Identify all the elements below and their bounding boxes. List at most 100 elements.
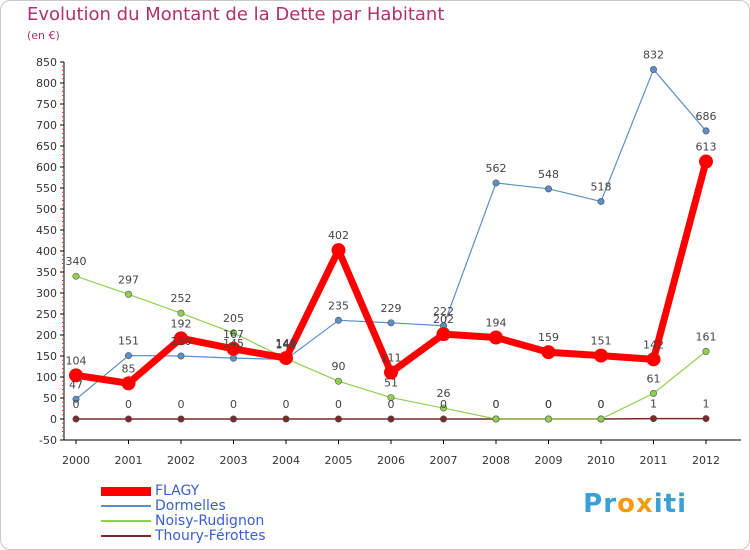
data-label: 562 — [486, 162, 507, 175]
data-point — [544, 415, 552, 423]
y-tick-label: 650 — [36, 140, 57, 153]
data-label: 222 — [433, 305, 454, 318]
y-tick-label: 350 — [36, 266, 57, 279]
data-label: 205 — [223, 312, 244, 325]
x-tick-label: 2003 — [220, 454, 248, 467]
data-point — [230, 415, 238, 423]
data-label: 0 — [493, 398, 500, 411]
data-point — [439, 404, 447, 412]
x-tick-label: 2000 — [62, 454, 90, 467]
data-point — [387, 319, 395, 327]
legend-swatch — [101, 487, 151, 496]
data-point — [594, 348, 608, 363]
y-tick-label: 300 — [36, 287, 57, 300]
data-label: 192 — [171, 317, 192, 330]
data-label: 340 — [66, 255, 87, 268]
data-label: 0 — [125, 398, 132, 411]
data-point — [282, 415, 290, 423]
data-label: 0 — [73, 398, 80, 411]
x-tick-label: 2004 — [272, 454, 300, 467]
y-tick-label: 150 — [36, 350, 57, 363]
x-tick-label: 2007 — [430, 454, 458, 467]
y-tick-label: 100 — [36, 371, 57, 384]
data-label: 0 — [545, 398, 552, 411]
data-label: 144 — [276, 338, 297, 351]
data-label: 0 — [388, 398, 395, 411]
y-tick-label: 400 — [36, 245, 57, 258]
data-label: 194 — [486, 317, 507, 330]
x-tick-label: 2005 — [325, 454, 353, 467]
legend-label: Noisy-Rudignon — [155, 513, 265, 529]
data-label: 235 — [328, 299, 349, 312]
legend-label: Thoury-Férottes — [155, 528, 266, 544]
legend-swatch — [101, 520, 151, 522]
data-point — [544, 185, 552, 193]
data-point — [177, 352, 185, 360]
y-tick-label: -50 — [39, 434, 57, 447]
data-point — [125, 290, 133, 298]
data-label: 252 — [171, 292, 192, 305]
data-label: 297 — [118, 273, 139, 286]
y-tick-label: 250 — [36, 308, 57, 321]
x-tick-label: 2008 — [482, 454, 510, 467]
data-point — [226, 341, 241, 356]
data-point — [72, 272, 80, 280]
data-label: 159 — [538, 331, 559, 344]
data-point — [436, 327, 451, 342]
data-point — [541, 345, 556, 360]
y-tick-label: 0 — [50, 413, 57, 426]
y-tick-label: 700 — [36, 119, 57, 132]
data-label: 832 — [643, 49, 664, 62]
y-tick-label: 450 — [36, 224, 57, 237]
data-label: 0 — [598, 398, 605, 411]
data-point — [334, 415, 342, 423]
data-label: 26 — [437, 387, 451, 400]
y-tick-label: 800 — [36, 77, 57, 90]
data-label: 0 — [440, 398, 447, 411]
data-label: 0 — [598, 398, 605, 411]
data-point — [492, 415, 500, 423]
data-point — [72, 395, 80, 403]
data-label: 202 — [433, 313, 454, 326]
data-label: 61 — [647, 372, 661, 385]
data-point — [699, 154, 713, 169]
data-point — [597, 415, 605, 423]
data-label: 167 — [223, 328, 244, 341]
data-label: 145 — [223, 337, 244, 350]
data-label: 548 — [538, 168, 559, 181]
y-tick-label: 550 — [36, 182, 57, 195]
chart-title: Evolution du Montant de la Dette par Hab… — [27, 4, 445, 25]
data-label: 161 — [696, 330, 717, 343]
data-point — [125, 415, 133, 423]
x-tick-label: 2010 — [587, 454, 615, 467]
data-point — [121, 376, 136, 391]
y-tick-label: 500 — [36, 203, 57, 216]
data-label: 150 — [171, 335, 192, 348]
data-point — [230, 329, 238, 337]
data-label: 51 — [384, 377, 398, 390]
data-label: 145 — [276, 337, 297, 350]
data-label: 0 — [545, 398, 552, 411]
data-point — [649, 66, 657, 74]
data-point — [177, 415, 185, 423]
data-point — [72, 415, 80, 423]
legend-swatch — [101, 505, 151, 507]
data-point — [334, 377, 342, 385]
data-label: 229 — [381, 302, 402, 315]
legend-label: Dormelles — [155, 498, 226, 514]
data-point — [279, 351, 293, 366]
data-label: 613 — [696, 141, 717, 154]
data-point — [492, 179, 500, 187]
data-label: 111 — [381, 351, 402, 364]
data-label: 0 — [178, 398, 185, 411]
data-label: 104 — [66, 354, 87, 367]
data-label: 47 — [69, 378, 83, 391]
x-tick-label: 2012 — [692, 454, 720, 467]
data-label: 151 — [118, 335, 139, 348]
y-tick-label: 750 — [36, 98, 57, 111]
data-label: 1 — [703, 398, 710, 411]
data-label: 142 — [643, 338, 664, 351]
y-tick-label: 50 — [43, 392, 57, 405]
data-label: 686 — [696, 110, 717, 123]
data-point — [177, 309, 185, 317]
